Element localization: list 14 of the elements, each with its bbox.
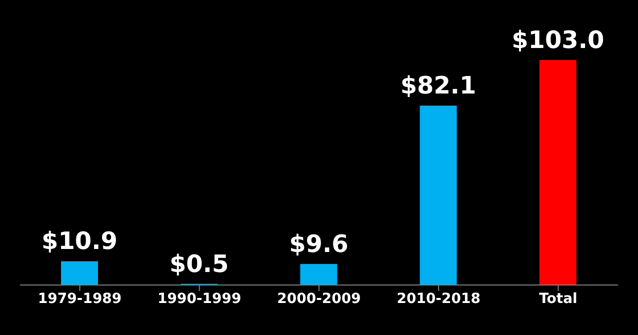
data-label: $9.6 <box>289 230 348 258</box>
x-tick-label: 1979-1989 <box>38 290 122 307</box>
data-label: $103.0 <box>512 26 604 54</box>
bar <box>539 60 576 285</box>
x-tick-label: 2000-2009 <box>277 290 361 307</box>
x-tick-label: Total <box>539 290 578 307</box>
x-tick-label: 2010-2018 <box>396 290 480 307</box>
bar <box>300 264 338 285</box>
bar <box>61 261 98 285</box>
data-label: $82.1 <box>400 72 476 100</box>
data-label: $10.9 <box>42 227 118 256</box>
data-label: $0.5 <box>169 250 229 278</box>
bar <box>420 106 457 285</box>
x-tick-label: 1990-1999 <box>158 290 242 307</box>
